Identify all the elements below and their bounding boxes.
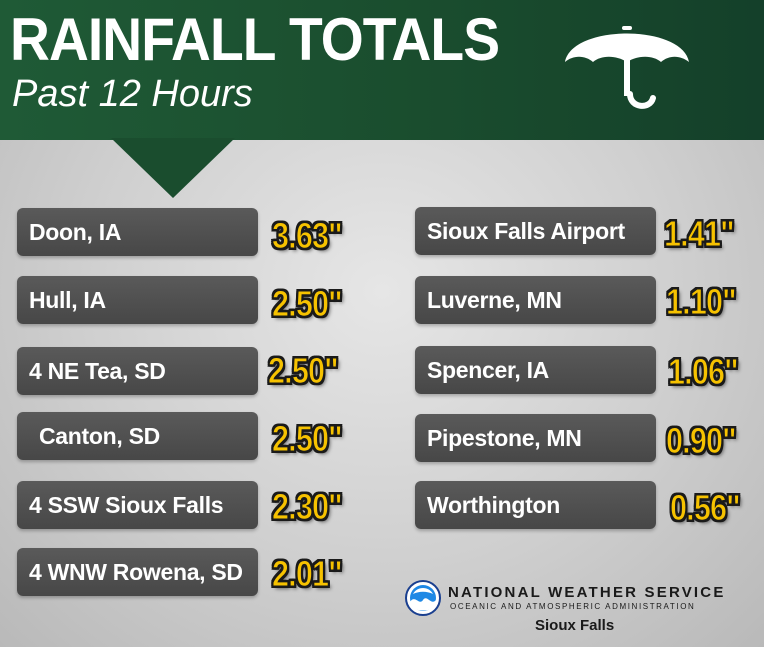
rainfall-value: 2.30" bbox=[272, 486, 344, 528]
rainfall-value: 2.01" bbox=[272, 553, 344, 595]
rainfall-value: 1.41" bbox=[664, 213, 736, 255]
page-title: RAINFALL TOTALS bbox=[10, 6, 500, 73]
rainfall-value: 1.06" bbox=[668, 351, 740, 393]
noaa-logo bbox=[405, 580, 441, 616]
location-label: Worthington bbox=[415, 481, 656, 529]
location-label: Pipestone, MN bbox=[415, 414, 656, 462]
rainfall-value: 3.63" bbox=[272, 215, 344, 257]
umbrella-icon bbox=[565, 26, 689, 109]
rainfall-value: 2.50" bbox=[272, 283, 344, 325]
office-name: Sioux Falls bbox=[535, 617, 615, 634]
location-label: Sioux Falls Airport bbox=[415, 207, 656, 255]
location-label: 4 NE Tea, SD bbox=[17, 347, 258, 395]
rainfall-value: 2.50" bbox=[268, 350, 340, 392]
rainfall-value: 0.56" bbox=[670, 487, 742, 529]
location-label: Canton, SD bbox=[17, 412, 258, 460]
agency-name: NATIONAL WEATHER SERVICE bbox=[448, 584, 726, 601]
location-label: Hull, IA bbox=[17, 276, 258, 324]
location-label: Doon, IA bbox=[17, 208, 258, 256]
location-label: Luverne, MN bbox=[415, 276, 656, 324]
header-banner: RAINFALL TOTALS Past 12 Hours bbox=[0, 0, 764, 140]
location-label: Spencer, IA bbox=[415, 346, 656, 394]
rainfall-value: 0.90" bbox=[666, 420, 738, 462]
location-label: 4 WNW Rowena, SD bbox=[17, 548, 258, 596]
rainfall-value: 1.10" bbox=[666, 281, 738, 323]
page-subtitle: Past 12 Hours bbox=[12, 73, 253, 115]
rainfall-value: 2.50" bbox=[272, 418, 344, 460]
location-label: 4 SSW Sioux Falls bbox=[17, 481, 258, 529]
agency-subname: OCEANIC AND ATMOSPHERIC ADMINISTRATION bbox=[450, 602, 696, 611]
header-pointer bbox=[111, 138, 235, 198]
